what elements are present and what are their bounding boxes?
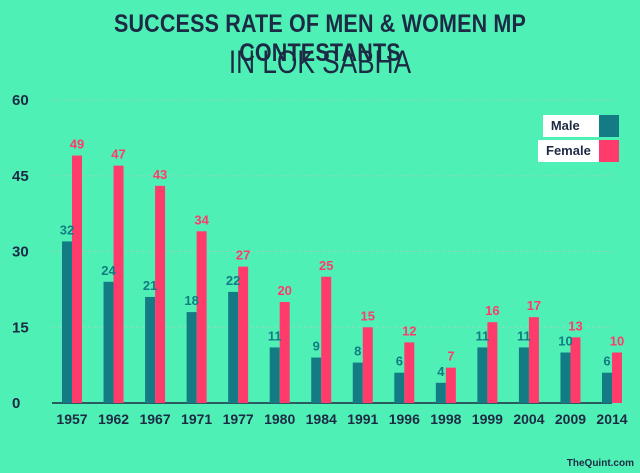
data-label-male-1998: 4	[437, 364, 445, 379]
bar-female-1996	[404, 342, 415, 403]
y-tick-label-60: 60	[12, 92, 29, 109]
data-label-male-1991: 8	[354, 344, 361, 359]
y-tick-label-15: 15	[12, 319, 29, 336]
data-label-female-1967: 43	[153, 167, 167, 182]
data-label-female-1998: 7	[447, 349, 454, 364]
bar-male-1967	[145, 296, 156, 403]
x-tick-label-1999: 1999	[472, 411, 503, 427]
x-tick-label-1980: 1980	[264, 411, 295, 427]
data-label-male-1977: 22	[226, 273, 240, 288]
data-label-female-2004: 17	[527, 298, 541, 313]
data-label-male-1980: 11	[268, 328, 282, 343]
legend-swatch-male	[598, 115, 619, 137]
data-label-female-2009: 13	[568, 318, 582, 333]
bar-male-1999	[477, 347, 488, 403]
bar-female-1984	[321, 276, 332, 403]
bar-male-1977	[228, 291, 239, 403]
legend-item-female: Female	[538, 140, 619, 162]
x-tick-label-1962: 1962	[98, 411, 129, 427]
bar-female-2009	[570, 337, 581, 403]
data-label-female-1991: 15	[361, 308, 375, 323]
bar-male-1957	[62, 241, 72, 403]
data-label-female-1962: 47	[111, 147, 125, 162]
x-tick-label-1967: 1967	[139, 411, 170, 427]
chart-title-line2: IN LOK SABHA	[228, 44, 412, 80]
watermark: TheQuint.com	[566, 458, 634, 469]
x-tick-label-1998: 1998	[430, 411, 461, 427]
data-label-female-1984: 25	[319, 258, 333, 273]
chart-title-line1: SUCCESS RATE OF MEN & WOMEN MP CONTESTAN…	[113, 10, 527, 67]
data-label-male-2014: 6	[603, 354, 610, 369]
y-tick-label-45: 45	[12, 168, 29, 185]
data-label-female-1971: 34	[194, 212, 209, 227]
data-label-female-1996: 12	[402, 323, 416, 338]
data-label-female-1957: 49	[70, 137, 84, 152]
bar-female-1999	[487, 322, 498, 403]
x-tick-label-2009: 2009	[555, 411, 586, 427]
bar-female-1980	[279, 302, 290, 403]
data-label-male-2009: 10	[558, 334, 572, 349]
data-label-male-1957: 32	[60, 222, 74, 237]
data-label-male-1967: 21	[143, 278, 157, 293]
bar-male-1991	[352, 362, 363, 403]
bar-male-1980	[269, 347, 280, 403]
data-label-male-1984: 9	[313, 339, 320, 354]
legend-label-male: Male	[542, 115, 599, 137]
data-label-male-1999: 11	[476, 328, 490, 343]
bar-male-2014	[602, 372, 612, 403]
bar-male-1998	[435, 382, 446, 403]
x-tick-label-1984: 1984	[306, 411, 337, 427]
bar-male-1962	[103, 281, 114, 403]
data-label-female-1980: 20	[277, 283, 291, 298]
x-tick-label-1957: 1957	[56, 411, 87, 427]
data-label-female-2014: 10	[610, 334, 624, 349]
data-label-female-1977: 27	[236, 248, 250, 263]
bar-female-2014	[612, 352, 622, 403]
bar-male-2004	[518, 347, 529, 403]
data-label-male-1996: 6	[396, 354, 403, 369]
x-tick-label-1991: 1991	[347, 411, 378, 427]
bar-male-1971	[186, 312, 197, 403]
bar-male-2009	[560, 352, 571, 403]
data-label-female-1999: 16	[485, 303, 499, 318]
bar-female-1967	[155, 185, 166, 403]
bar-female-1971	[196, 231, 207, 403]
y-tick-label-0: 0	[12, 395, 20, 412]
bar-female-1998	[445, 367, 456, 403]
bar-female-2004	[528, 317, 539, 403]
x-tick-label-2014: 2014	[596, 411, 627, 427]
y-tick-label-30: 30	[12, 244, 29, 261]
bar-female-1977	[238, 266, 249, 403]
bar-male-1984	[311, 357, 322, 403]
x-tick-label-2004: 2004	[513, 411, 544, 427]
legend-item-male: Male	[538, 115, 619, 137]
legend-label-female: Female	[538, 140, 599, 162]
x-tick-label-1977: 1977	[223, 411, 254, 427]
data-label-male-2004: 11	[517, 328, 531, 343]
legend: Male Female	[538, 115, 619, 165]
bar-female-1957	[72, 155, 82, 403]
bar-male-1996	[394, 372, 405, 403]
bar-female-1962	[113, 165, 124, 403]
data-label-male-1962: 24	[101, 263, 116, 278]
x-tick-label-1996: 1996	[389, 411, 420, 427]
x-tick-label-1971: 1971	[181, 411, 212, 427]
data-label-male-1971: 18	[184, 293, 198, 308]
legend-swatch-female	[598, 140, 619, 162]
bar-female-1991	[362, 327, 373, 403]
